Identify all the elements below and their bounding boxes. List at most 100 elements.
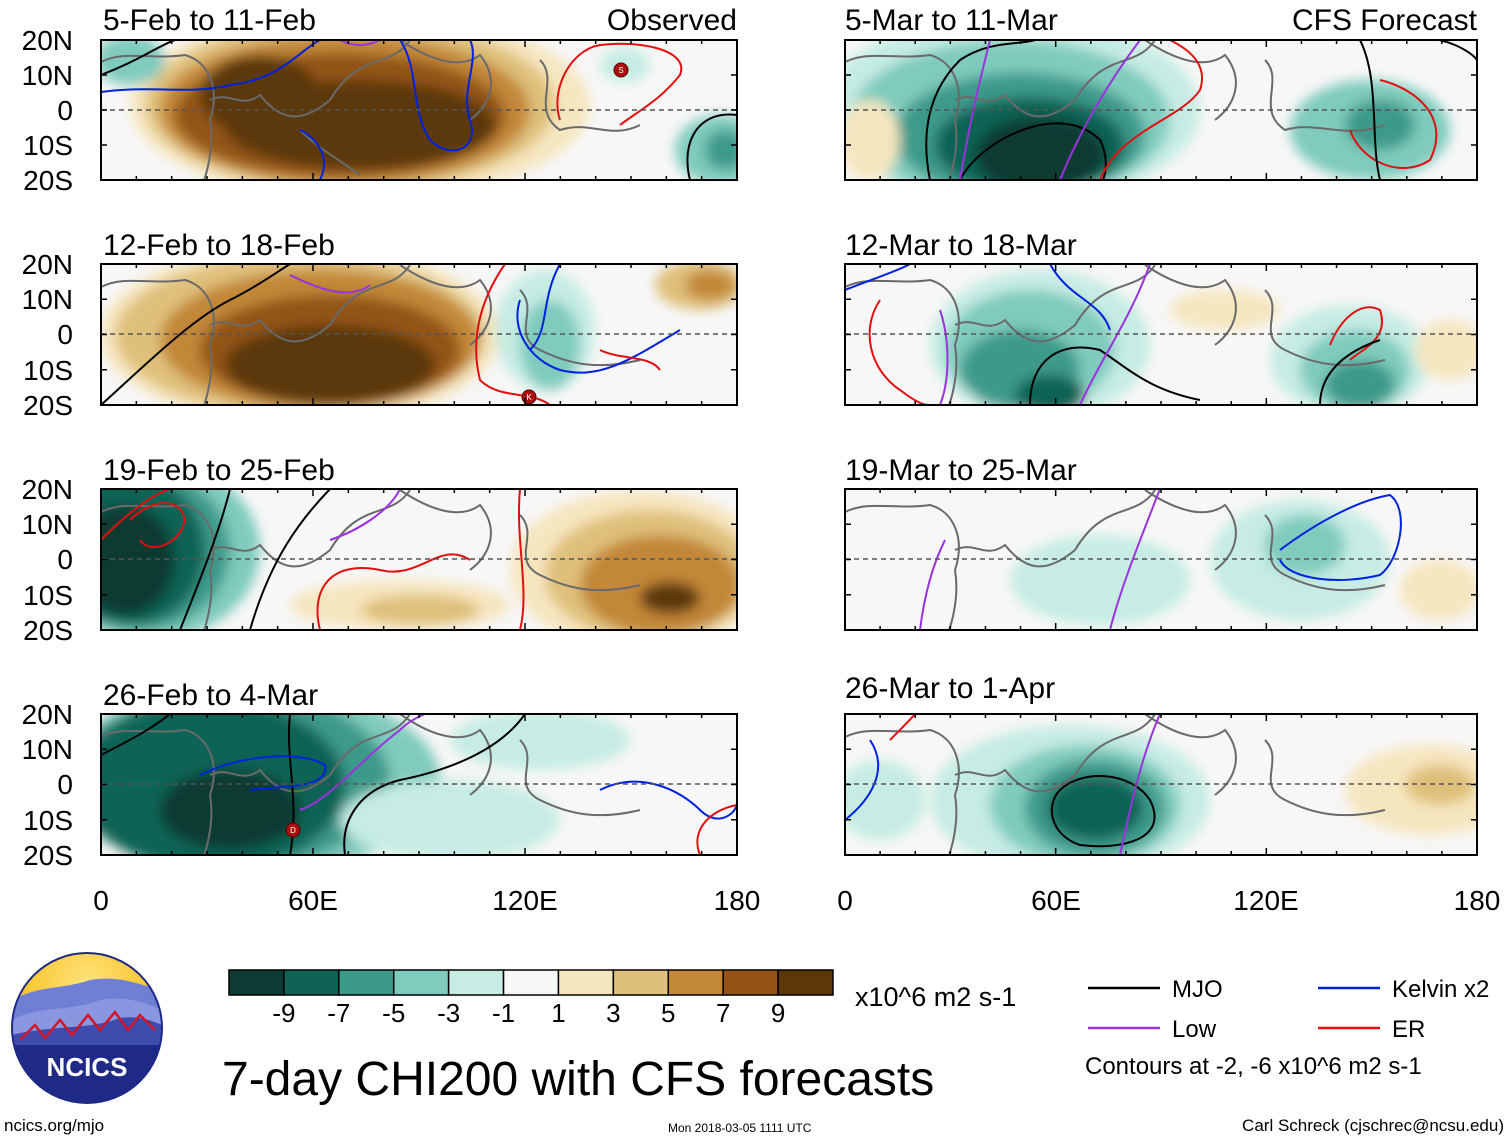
column-header-cfs: CFS Forecast	[1292, 4, 1478, 37]
panel-frame-6	[844, 488, 1478, 631]
panel-26mar-field	[845, 714, 1477, 855]
colorbar-bin-8	[667, 969, 724, 996]
y-tick-0: 0	[57, 544, 73, 575]
legend-label-er: ER	[1392, 1016, 1425, 1043]
panel-5mar-field	[845, 40, 1477, 180]
colorbar-bin-4	[447, 969, 505, 996]
storm-marker-d: D	[285, 822, 301, 838]
storm-marker-k: K	[521, 389, 537, 405]
y-tick-10s: 10S	[23, 355, 73, 386]
y-tick-labels: 20N 10N 0 10S 20S 20N 10N 0 10S 20S 20N …	[22, 25, 73, 871]
panel-title-5mar: 5-Mar to 11-Mar	[845, 4, 1058, 37]
x-tick-180-right: 180	[1454, 885, 1501, 916]
logo-text: NCICS	[47, 1052, 128, 1082]
y-tick-0: 0	[57, 95, 73, 126]
x-tick-0-left: 0	[93, 885, 109, 916]
colorbar-bin-2	[338, 969, 395, 996]
y-tick-10n: 10N	[22, 60, 73, 91]
colorbar-tick-label: -5	[382, 998, 405, 1028]
colorbar-tick-label: 9	[771, 998, 785, 1028]
panel-frame-4	[844, 39, 1478, 181]
legend-label-mjo: MJO	[1172, 976, 1223, 1003]
colorbar-bin-5	[502, 969, 560, 996]
coastlines	[101, 40, 1386, 855]
legend: MJO Kelvin x2 Low ER Contours at -2, -6 …	[1085, 976, 1489, 1080]
colorbar-tick-label: -7	[327, 998, 350, 1028]
legend-item-kelvin: Kelvin x2	[1318, 976, 1489, 1003]
y-tick-10s: 10S	[23, 805, 73, 836]
colorbar-units: x10^6 m2 s-1	[855, 982, 1016, 1012]
colorbar-tick-label: 7	[716, 998, 730, 1028]
y-tick-10s: 10S	[23, 580, 73, 611]
column-header-observed: Observed	[607, 4, 737, 37]
footer-url: ncics.org/mjo	[4, 1116, 104, 1135]
panel-frame-1	[100, 263, 738, 406]
colorbar-tick-label: 5	[661, 998, 675, 1028]
panel-title-19mar: 19-Mar to 25-Mar	[845, 454, 1077, 487]
legend-label-kelvin: Kelvin x2	[1392, 976, 1489, 1003]
main-title: 7-day CHI200 with CFS forecasts	[222, 1053, 934, 1106]
y-tick-20s: 20S	[23, 615, 73, 646]
panel-title-26feb: 26-Feb to 4-Mar	[103, 679, 318, 712]
colorbar-tick-label: -3	[437, 998, 460, 1028]
x-tick-180-left: 180	[714, 885, 761, 916]
colorbar-bin-1	[283, 969, 340, 996]
legend-label-low: Low	[1172, 1016, 1217, 1043]
footer-credit: Carl Schreck (cjschrec@ncsu.edu)	[1242, 1116, 1504, 1135]
y-tick-10n: 10N	[22, 509, 73, 540]
colorbar-bin-9	[722, 969, 779, 996]
legend-item-mjo: MJO	[1088, 976, 1223, 1003]
panel-frame-0	[100, 39, 738, 181]
colorbar-bin-3	[392, 969, 450, 996]
y-tick-20s: 20S	[23, 165, 73, 196]
panel-5feb-field	[101, 40, 737, 180]
y-tick-20s: 20S	[23, 390, 73, 421]
y-tick-10n: 10N	[22, 734, 73, 765]
wave-contours	[101, 40, 1477, 855]
y-tick-10s: 10S	[23, 130, 73, 161]
storm-label-s: S	[618, 66, 623, 75]
footer-timestamp: Mon 2018-03-05 1111 UTC	[668, 1121, 812, 1135]
y-tick-20n: 20N	[22, 25, 73, 56]
x-tick-60e-left: 60E	[288, 885, 338, 916]
ncics-logo: NCICS	[11, 952, 163, 1104]
colorbar-tick-label: 3	[606, 998, 620, 1028]
colorbar-bin-10	[777, 969, 834, 996]
x-tick-120e-right: 120E	[1233, 885, 1298, 916]
x-tick-labels: 0 60E 120E 180 0 60E 120E 180	[93, 885, 1500, 916]
panel-titles: 5-Feb to 11-Feb 12-Feb to 18-Feb 19-Feb …	[103, 4, 1478, 712]
panel-title-12feb: 12-Feb to 18-Feb	[103, 229, 335, 262]
y-tick-0: 0	[57, 769, 73, 800]
x-tick-120e-left: 120E	[492, 885, 557, 916]
colorbar-tick-label: 1	[551, 998, 565, 1028]
y-tick-20s: 20S	[23, 840, 73, 871]
storm-marker-s: S	[613, 62, 629, 78]
contour-note: Contours at -2, -6 x10^6 m2 s-1	[1085, 1053, 1422, 1080]
storm-label-k: K	[526, 393, 532, 402]
panel-title-5feb: 5-Feb to 11-Feb	[103, 4, 316, 37]
y-tick-0: 0	[57, 319, 73, 350]
y-tick-10n: 10N	[22, 284, 73, 315]
panel-12feb-field	[101, 264, 737, 405]
panel-title-26mar: 26-Mar to 1-Apr	[845, 672, 1055, 705]
legend-item-er: ER	[1318, 1016, 1425, 1043]
panel-frames	[100, 39, 1478, 856]
panel-frame-7	[844, 713, 1478, 856]
colorbar: -9 -7 -5 -3 -1 1 3 5 7 9	[228, 969, 834, 1028]
colorbar-bin-7	[612, 969, 670, 996]
x-tick-60e-right: 60E	[1031, 885, 1081, 916]
y-tick-20n: 20N	[22, 699, 73, 730]
x-tick-0-right: 0	[837, 885, 853, 916]
panel-frame-5	[844, 263, 1478, 406]
legend-item-low: Low	[1088, 1016, 1217, 1043]
colorbar-tick-label: -9	[272, 998, 295, 1028]
storm-label-d: D	[290, 826, 296, 835]
panel-12mar-field	[845, 264, 1477, 405]
equator-lines	[101, 109, 1477, 785]
y-tick-20n: 20N	[22, 249, 73, 280]
panel-title-12mar: 12-Mar to 18-Mar	[845, 229, 1077, 262]
panel-title-19feb: 19-Feb to 25-Feb	[103, 454, 335, 487]
panel-frame-3	[100, 713, 738, 856]
y-tick-20n: 20N	[22, 474, 73, 505]
